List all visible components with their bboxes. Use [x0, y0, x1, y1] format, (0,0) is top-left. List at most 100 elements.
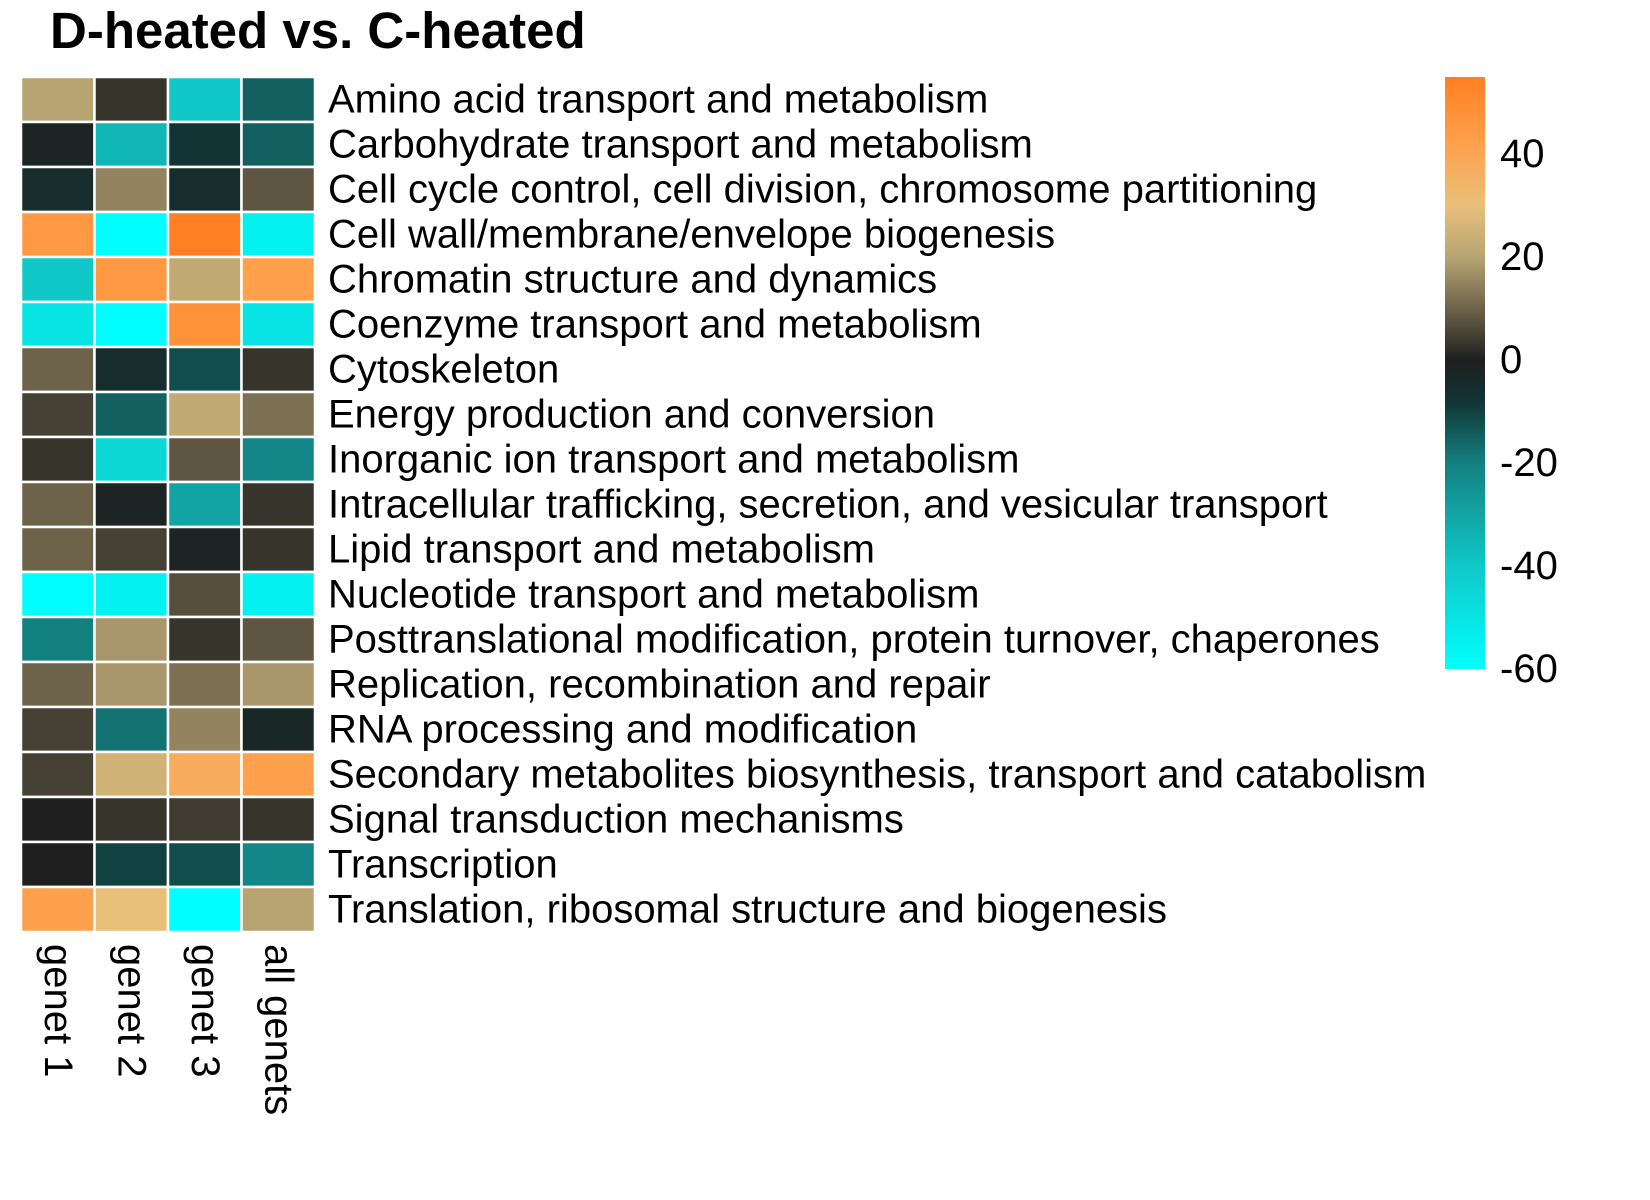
row-label: Chromatin structure and dynamics [328, 258, 937, 302]
row-label: Amino acid transport and metabolism [328, 78, 988, 122]
chart-title: D-heated vs. C-heated [50, 2, 586, 59]
color-legend-tick: 0 [1500, 338, 1522, 382]
heatmap-cell [166, 165, 243, 214]
heatmap-cell [93, 885, 170, 934]
row-label: Lipid transport and metabolism [328, 528, 875, 572]
column-label: genet 1 [36, 944, 80, 1077]
heatmap-cell [240, 570, 317, 619]
heatmap-cell [240, 660, 317, 709]
heatmap-cell [93, 255, 170, 304]
heatmap-cell [19, 480, 96, 529]
heatmap-cell [19, 885, 96, 934]
heatmap-cell [240, 390, 317, 439]
heatmap-cell [93, 75, 170, 124]
heatmap-cell [166, 615, 243, 664]
heatmap-cell [166, 390, 243, 439]
heatmap-cell [240, 435, 317, 484]
heatmap-cell [240, 120, 317, 169]
heatmap-cell [19, 75, 96, 124]
heatmap-cell [19, 390, 96, 439]
heatmap-cell [166, 300, 243, 349]
color-legend-tick: 40 [1500, 132, 1545, 176]
column-labels: genet 1 genet 2 genet 3 all genets [36, 944, 301, 1115]
heatmap-cell [19, 255, 96, 304]
heatmap-cell [93, 525, 170, 574]
heatmap-cell [240, 795, 317, 844]
heatmap-cell [166, 120, 243, 169]
heatmap-cell [240, 345, 317, 394]
heatmap-cell [93, 840, 170, 889]
heatmap-cell [240, 210, 317, 259]
heatmap-cell [93, 345, 170, 394]
heatmap-cell [166, 480, 243, 529]
heatmap-cell [19, 120, 96, 169]
row-label: Translation, ribosomal structure and bio… [328, 888, 1167, 932]
heatmap-cell [93, 480, 170, 529]
column-label: genet 2 [109, 944, 153, 1077]
heatmap-cell [19, 525, 96, 574]
row-label: Energy production and conversion [328, 393, 935, 437]
row-label: RNA processing and modification [328, 708, 917, 752]
heatmap-cell [240, 525, 317, 574]
heatmap-cells [19, 75, 317, 934]
heatmap-cell [166, 660, 243, 709]
heatmap-cell [93, 795, 170, 844]
row-label: Inorganic ion transport and metabolism [328, 438, 1019, 482]
row-label: Coenzyme transport and metabolism [328, 303, 982, 347]
heatmap-cell [19, 435, 96, 484]
heatmap-cell [19, 210, 96, 259]
heatmap-cell [240, 750, 317, 799]
heatmap-cell [19, 660, 96, 709]
heatmap-cell [19, 795, 96, 844]
heatmap-cell [166, 75, 243, 124]
column-label: all genets [256, 944, 300, 1115]
row-label: Nucleotide transport and metabolism [328, 573, 979, 617]
heatmap-cell [93, 390, 170, 439]
heatmap-cell [240, 75, 317, 124]
row-label: Cytoskeleton [328, 348, 559, 392]
heatmap-cell [240, 300, 317, 349]
heatmap-cell [166, 705, 243, 754]
row-label: Transcription [328, 843, 558, 887]
heatmap-cell [166, 345, 243, 394]
heatmap-cell [240, 840, 317, 889]
heatmap-cell [19, 840, 96, 889]
heatmap-cell [19, 300, 96, 349]
heatmap-cell [240, 255, 317, 304]
color-legend-tick: -20 [1500, 441, 1558, 485]
heatmap-cell [93, 660, 170, 709]
row-label: Intracellular trafficking, secretion, an… [328, 483, 1328, 527]
heatmap-cell [240, 165, 317, 214]
color-legend-tick: -40 [1500, 544, 1558, 588]
heatmap-cell [240, 480, 317, 529]
heatmap-cell [19, 165, 96, 214]
heatmap-cell [19, 345, 96, 394]
color-legend-tick: -60 [1500, 647, 1558, 691]
color-legend-tick: 20 [1500, 235, 1545, 279]
heatmap-cell [166, 795, 243, 844]
heatmap-cell [166, 255, 243, 304]
heatmap-cell [93, 165, 170, 214]
heatmap-cell [240, 705, 317, 754]
row-label: Posttranslational modification, protein … [328, 618, 1380, 662]
row-label: Secondary metabolites biosynthesis, tran… [328, 753, 1426, 797]
heatmap-cell [93, 120, 170, 169]
row-label: Cell cycle control, cell division, chrom… [328, 168, 1317, 212]
color-legend-bar [1445, 77, 1485, 669]
heatmap-cell [166, 885, 243, 934]
heatmap-cell [93, 210, 170, 259]
heatmap-cell [240, 885, 317, 934]
heatmap-cell [93, 615, 170, 664]
heatmap-cell [93, 705, 170, 754]
heatmap-cell [93, 300, 170, 349]
row-labels: Amino acid transport and metabolismCarbo… [328, 78, 1426, 932]
heatmap-cell [166, 435, 243, 484]
heatmap-cell [166, 750, 243, 799]
row-label: Signal transduction mechanisms [328, 798, 904, 842]
row-label: Replication, recombination and repair [328, 663, 991, 707]
heatmap-cell [93, 435, 170, 484]
heatmap-cell [166, 525, 243, 574]
row-label: Carbohydrate transport and metabolism [328, 123, 1033, 167]
heatmap-cell [166, 840, 243, 889]
